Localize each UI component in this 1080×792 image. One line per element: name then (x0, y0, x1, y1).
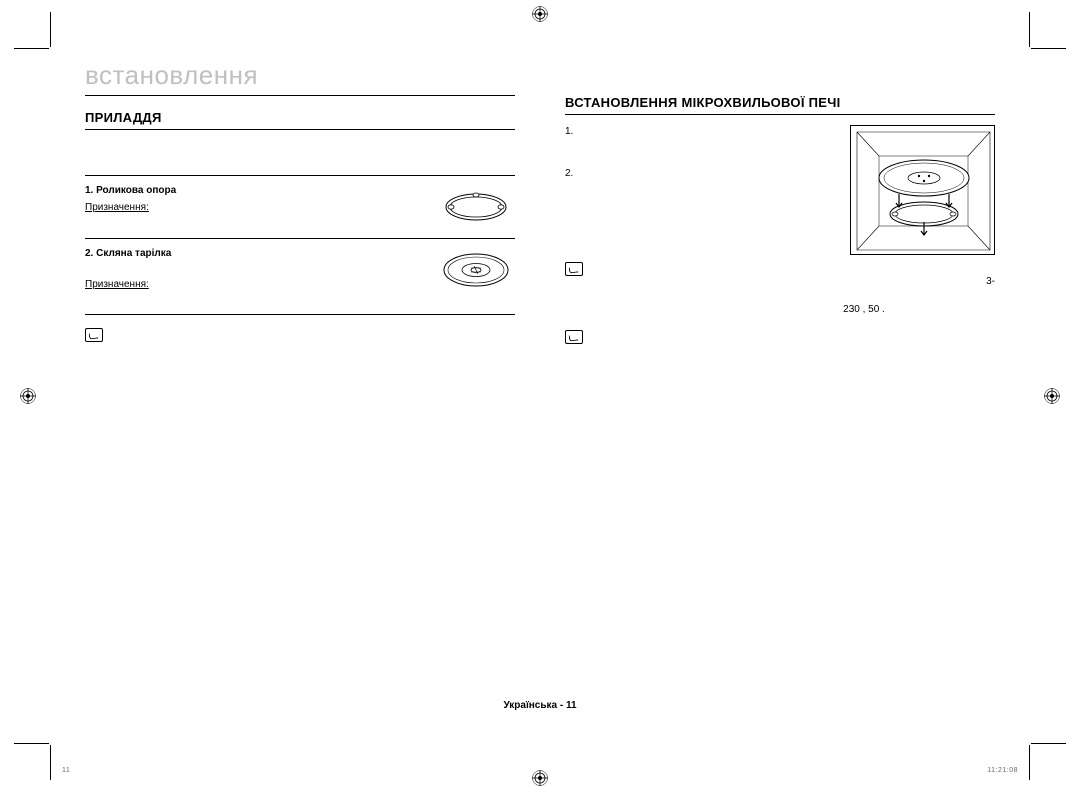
item1-purpose: Призначення: (85, 201, 149, 215)
note-icon (565, 330, 583, 344)
installation-heading: ВСТАНОВЛЕННЯ МІКРОХВИЛЬОВОЇ ПЕЧІ (565, 95, 995, 115)
right-note-2: З міркувань особистої безпеки підключіть… (565, 329, 995, 371)
intro-paragraph: Залежно від придбаної моделі в комплекті… (85, 140, 515, 167)
left-note: Не вмикайте мікрохвильову піч, якщо роли… (85, 327, 515, 355)
left-note-text: Не вмикайте мікрохвильову піч, якщо роли… (113, 327, 515, 355)
right-note1-text: Ця піч не призначена для вбудовування ,у… (593, 261, 995, 317)
item2-num: 2. (85, 248, 93, 259)
item2-purpose: Призначення: (85, 278, 149, 292)
registration-mark-right (1044, 388, 1060, 404)
registration-mark-bottom (532, 770, 548, 786)
right-note2-text: З міркувань особистої безпеки підключіть… (593, 329, 995, 371)
main-title: встановлення (85, 60, 515, 96)
item1-label: Роликова опора (96, 185, 176, 196)
item1-num: 1. (85, 185, 93, 196)
accessory-item-2: 2. Скляна тарілка, яку слід покласти на … (85, 239, 515, 315)
install-steps: 1. Виберіть рівну тверду поверхню для вс… (565, 125, 836, 255)
left-column: встановлення ПРИЛАДДЯ Залежно від придба… (85, 60, 515, 730)
registration-mark-left (20, 388, 36, 404)
accessories-heading: ПРИЛАДДЯ (85, 110, 515, 130)
meta-page-num: 11 (62, 767, 70, 774)
registration-mark-top (532, 6, 548, 22)
page-content: встановлення ПРИЛАДДЯ Залежно від придба… (85, 60, 995, 730)
right-column: ВСТАНОВЛЕННЯ МІКРОХВИЛЬОВОЇ ПЕЧІ 1. Вибе… (565, 60, 995, 730)
note-icon (85, 328, 103, 342)
glass-tray-illustration (437, 247, 515, 293)
meta-timestamp: 11:21:08 (987, 767, 1018, 774)
page-footer: Українська - 11 (0, 700, 1080, 711)
roller-ring-illustration (437, 184, 515, 230)
accessory-item-1: 1. Роликова опора, яку слід встановити в… (85, 175, 515, 239)
right-note-1: Ця піч не призначена для вбудовування ,у… (565, 261, 995, 317)
item2-label: Скляна тарілка (96, 248, 171, 259)
note-icon (565, 262, 583, 276)
install-diagram (850, 125, 995, 255)
